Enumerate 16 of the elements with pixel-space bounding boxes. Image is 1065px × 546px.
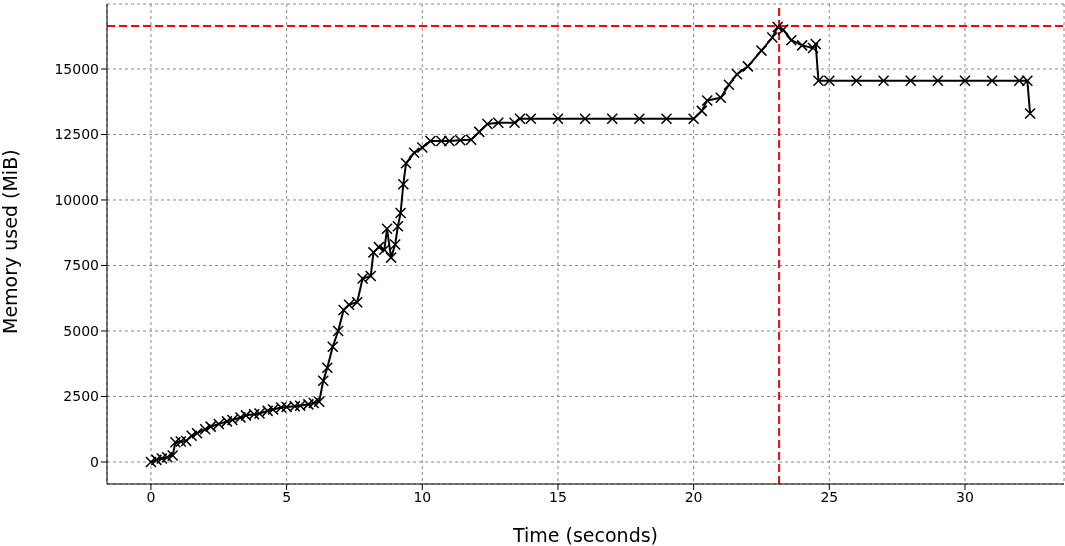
x-tick-label: 0 [146, 488, 156, 505]
y-tick-label: 5000 [63, 322, 99, 339]
y-axis-title: Memory used (MiB) [0, 149, 21, 334]
x-tick-label: 30 [956, 488, 974, 505]
y-tick-label: 10000 [54, 191, 99, 208]
y-tick-label: 2500 [63, 388, 99, 405]
y-tick-label: 15000 [54, 60, 99, 77]
y-tick-label: 0 [90, 453, 99, 470]
y-tick-label: 7500 [63, 257, 99, 274]
y-tick-label: 12500 [54, 126, 99, 143]
x-tick-label: 15 [549, 488, 567, 505]
x-tick-label: 25 [820, 488, 839, 505]
x-tick-label: 10 [413, 488, 432, 505]
x-tick-label: 20 [684, 488, 703, 505]
x-axis-title: Time (seconds) [511, 524, 659, 546]
x-tick-label: 5 [282, 488, 292, 505]
